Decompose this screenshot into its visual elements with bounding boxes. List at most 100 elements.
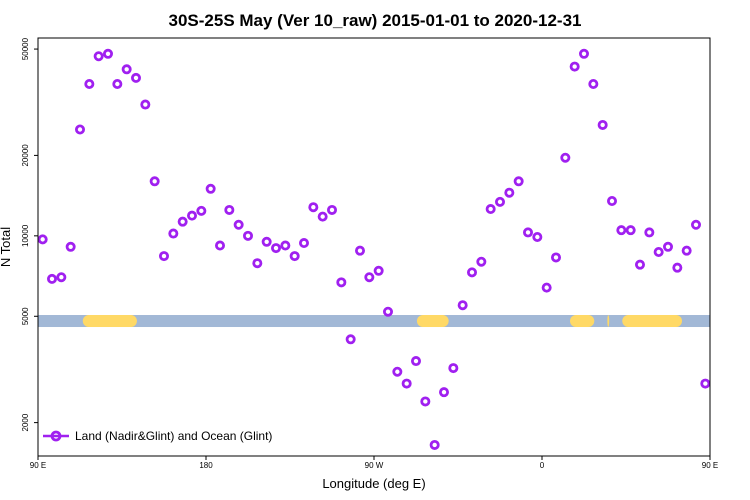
data-point [635,259,646,270]
x-tick-label: 180 [199,461,213,470]
data-point [373,265,384,276]
data-point [37,234,48,245]
data-point [494,196,505,207]
data-point [93,51,104,62]
data-point [410,356,421,367]
data-point [513,176,524,187]
data-point [691,219,702,230]
data-point [597,119,608,130]
data-point [485,204,496,215]
data-point [345,334,356,345]
data-point [242,230,253,241]
data-point [476,256,487,267]
data-point [401,378,412,389]
data-point [186,210,197,221]
data-point [551,252,562,263]
x-tick-label: 90 E [30,461,46,470]
data-point [130,72,141,83]
data-point [177,216,188,227]
data-point [326,204,337,215]
x-tick-label: 0 [540,461,545,470]
data-point [149,176,160,187]
data-point [560,152,571,163]
legend-marker [50,430,62,442]
data-point [354,245,365,256]
x-tick-label: 90 E [702,461,718,470]
data-point [84,79,95,90]
y-tick-label: 5000 [21,307,30,325]
land-band-segment [416,315,449,328]
data-point [466,267,477,278]
plot-frame [37,37,711,457]
data-point [214,240,225,251]
data-point [317,211,328,222]
data-point [625,225,636,236]
data-point [532,232,543,243]
data-point [298,238,309,249]
data-point [382,306,393,317]
data-point [588,79,599,90]
land-band-segment [570,315,595,328]
ocean-band [38,315,710,328]
data-point [392,366,403,377]
data-point [205,183,216,194]
x-axis-label: Longitude (deg E) [322,476,425,491]
y-tick-label: 10000 [21,224,30,247]
land-band-segment [622,315,682,328]
data-point [121,64,132,75]
data-point [672,262,683,273]
data-points [37,48,711,450]
y-tick-label: 2000 [21,413,30,431]
data-point [103,48,114,59]
data-point [448,363,459,374]
data-point [140,99,151,110]
data-point [457,300,468,311]
data-point [663,241,674,252]
data-point [196,205,207,216]
data-point [364,272,375,283]
data-point [700,378,711,389]
data-point [280,240,291,251]
data-point [541,282,552,293]
data-point [438,387,449,398]
x-axis: 90 E 180 90 W 0 90 E [30,456,718,470]
data-point [336,277,347,288]
data-point [270,243,281,254]
data-point [569,61,580,72]
data-point [681,245,692,256]
data-point [65,241,76,252]
data-point [289,251,300,262]
data-point [233,219,244,230]
data-point [47,273,58,284]
data-point [75,124,86,135]
data-point [644,227,655,238]
data-point [168,228,179,239]
land-band-segment [82,315,137,328]
data-point [523,227,534,238]
y-axis: 2000 5000 10000 20000 50000 [21,37,38,432]
data-point [112,79,123,90]
chart-title: 30S-25S May (Ver 10_raw) 2015-01-01 to 2… [169,11,582,30]
data-point [56,272,67,283]
y-tick-label: 50000 [21,37,30,60]
data-point [252,258,263,269]
data-point [224,204,235,215]
land-band-segment [607,315,610,328]
surface-type-band [38,315,710,328]
data-point [429,439,440,450]
data-point [420,396,431,407]
data-point [579,48,590,59]
legend: Land (Nadir&Glint) and Ocean (Glint) [43,429,272,443]
legend-label: Land (Nadir&Glint) and Ocean (Glint) [75,429,272,443]
y-tick-label: 20000 [21,144,30,167]
data-point [504,187,515,198]
data-point [158,251,169,262]
data-point [616,225,627,236]
data-point [308,202,319,213]
x-tick-label: 90 W [365,461,384,470]
data-point [653,246,664,257]
y-axis-label: N Total [0,227,13,267]
data-point [261,236,272,247]
